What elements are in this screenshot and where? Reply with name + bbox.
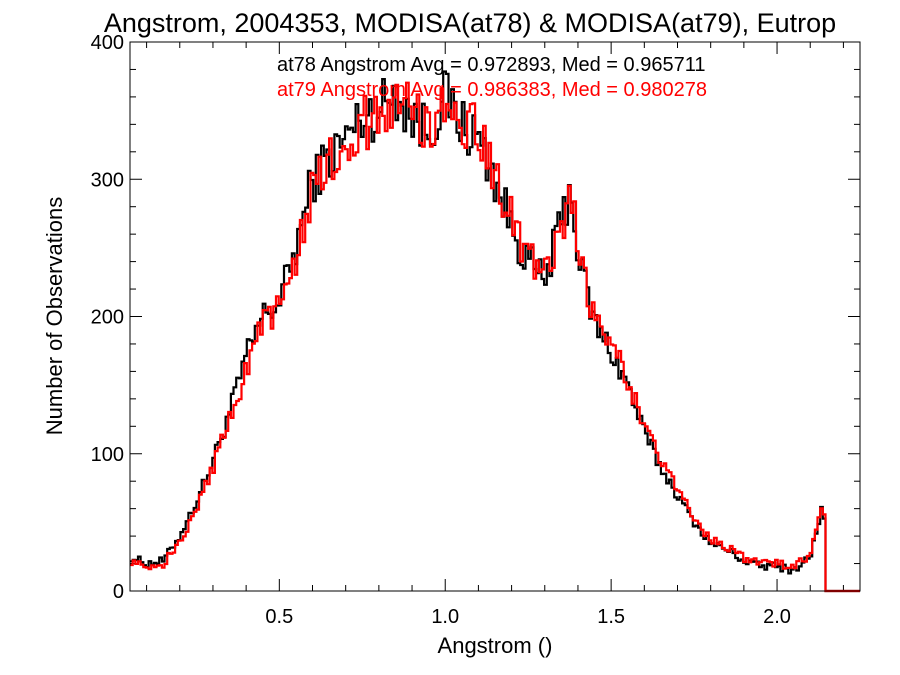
annotation-at78: at78 Angstrom Avg = 0.972893, Med = 0.96… — [277, 54, 705, 76]
y-tick-label: 100 — [91, 444, 124, 466]
x-tick-label: 0.5 — [265, 606, 293, 628]
y-tick-label: 300 — [91, 169, 124, 191]
x-axis-label: Angstrom () — [438, 633, 553, 658]
y-tick-label: 200 — [91, 307, 124, 329]
annotation-at79: at79 Angstrom Avg = 0.986383, Med = 0.98… — [277, 79, 707, 101]
y-tick-label: 400 — [91, 32, 124, 54]
y-tick-label: 0 — [113, 581, 124, 603]
x-axis-ticks: 0.5 1.0 1.5 2.0 — [146, 42, 844, 628]
plot-frame — [129, 41, 861, 592]
chart-title: Angstrom, 2004353, MODISA(at78) & MODISA… — [104, 8, 836, 38]
series-line-at78 — [130, 70, 860, 593]
y-axis-ticks: 0 100 200 300 400 — [91, 32, 860, 603]
x-tick-label: 2.0 — [763, 606, 791, 628]
x-tick-label: 1.0 — [431, 606, 459, 628]
y-axis-label: Number of Observations — [42, 197, 67, 435]
series-layer — [130, 70, 860, 593]
x-tick-label: 1.5 — [597, 606, 625, 628]
series-line-at79 — [130, 81, 860, 593]
